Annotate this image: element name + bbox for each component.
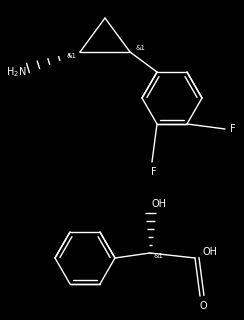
Text: OH: OH (203, 247, 218, 257)
Text: O: O (199, 301, 207, 311)
Text: &1: &1 (136, 45, 146, 51)
Text: &1: &1 (154, 253, 164, 259)
Text: &1: &1 (66, 53, 76, 59)
Text: H$_2$N: H$_2$N (6, 65, 26, 79)
Text: F: F (151, 167, 157, 177)
Text: OH: OH (152, 199, 167, 209)
Text: F: F (230, 124, 236, 134)
